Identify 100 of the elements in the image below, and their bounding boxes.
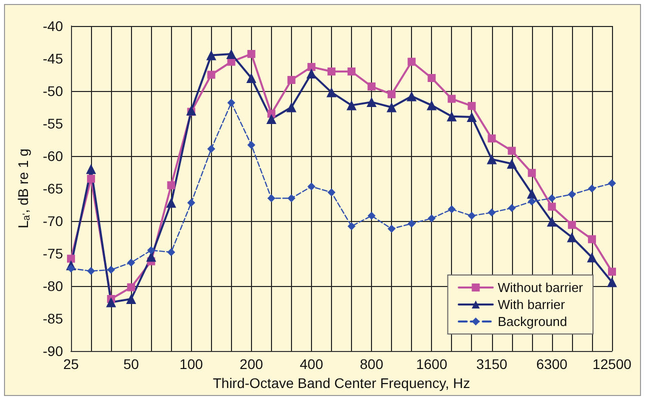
point bbox=[486, 154, 497, 164]
y-axis-title: La', dB re 1 g bbox=[14, 148, 32, 228]
point bbox=[548, 194, 556, 202]
point bbox=[428, 214, 436, 222]
point bbox=[327, 188, 336, 196]
point bbox=[506, 158, 517, 169]
point bbox=[207, 70, 216, 79]
point bbox=[146, 252, 156, 262]
point bbox=[348, 222, 356, 230]
point bbox=[126, 294, 136, 304]
point bbox=[508, 146, 516, 155]
point bbox=[267, 194, 276, 202]
x-tick-label: 25 bbox=[63, 356, 79, 372]
x-tick-label: 12500 bbox=[592, 356, 632, 372]
point bbox=[327, 68, 336, 76]
point bbox=[448, 94, 456, 103]
point bbox=[106, 297, 116, 308]
point bbox=[607, 277, 617, 288]
point bbox=[468, 212, 476, 220]
x-tick-label: 50 bbox=[123, 356, 140, 372]
x-tick-label: 3150 bbox=[476, 356, 508, 372]
y-tick-label: -55 bbox=[42, 116, 64, 132]
point bbox=[446, 111, 457, 122]
point bbox=[526, 188, 537, 199]
point bbox=[286, 102, 296, 112]
point bbox=[86, 164, 96, 174]
point bbox=[508, 204, 516, 212]
point bbox=[287, 194, 296, 202]
point bbox=[87, 267, 96, 276]
x-tick-label: 6300 bbox=[536, 356, 568, 372]
point bbox=[586, 252, 597, 262]
point bbox=[366, 97, 377, 108]
x-tick-label: 1600 bbox=[416, 356, 448, 372]
point bbox=[346, 100, 357, 110]
point bbox=[528, 168, 536, 177]
point bbox=[287, 76, 296, 84]
point bbox=[568, 190, 576, 198]
point bbox=[546, 216, 557, 227]
point bbox=[408, 220, 416, 228]
point bbox=[87, 174, 96, 183]
point bbox=[306, 68, 316, 78]
point bbox=[468, 102, 476, 110]
point bbox=[428, 74, 436, 82]
legend-label: With barrier bbox=[498, 297, 566, 312]
point bbox=[167, 248, 176, 256]
point bbox=[608, 268, 616, 276]
point bbox=[588, 235, 596, 244]
y-tick-label: -70 bbox=[42, 213, 64, 229]
point bbox=[67, 254, 75, 263]
point bbox=[426, 100, 437, 110]
point bbox=[166, 198, 176, 208]
point bbox=[326, 87, 336, 98]
point bbox=[348, 68, 356, 76]
point bbox=[408, 58, 416, 66]
x-tick-label: 100 bbox=[180, 356, 204, 372]
y-tick-label: -80 bbox=[42, 278, 64, 294]
point bbox=[368, 82, 376, 90]
x-axis-title: Third-Octave Band Center Frequency, Hz bbox=[212, 374, 470, 391]
point bbox=[466, 112, 477, 122]
y-tick-label: -90 bbox=[42, 343, 64, 359]
point bbox=[588, 184, 596, 192]
point bbox=[107, 266, 116, 274]
x-tick-label: 400 bbox=[300, 356, 324, 372]
point bbox=[388, 90, 396, 98]
point bbox=[246, 73, 256, 83]
point bbox=[307, 62, 316, 71]
point bbox=[227, 98, 236, 107]
point bbox=[207, 144, 216, 153]
point bbox=[568, 220, 576, 229]
point bbox=[386, 102, 397, 112]
legend-label: Without barrier bbox=[498, 280, 584, 295]
y-tick-label: -65 bbox=[42, 180, 64, 196]
x-tick-label: 800 bbox=[360, 356, 384, 372]
y-tick-label: -75 bbox=[42, 246, 64, 262]
legend-label: Background bbox=[498, 314, 568, 329]
point bbox=[206, 50, 216, 60]
point bbox=[488, 208, 496, 217]
point bbox=[67, 264, 75, 272]
x-tick-label: 200 bbox=[240, 356, 264, 372]
point bbox=[406, 91, 417, 102]
point bbox=[548, 202, 556, 211]
y-tick-label: -40 bbox=[42, 18, 64, 34]
point bbox=[187, 198, 196, 207]
y-tick-label: -85 bbox=[42, 310, 64, 326]
y-tick-label: -50 bbox=[42, 83, 64, 99]
point bbox=[307, 182, 316, 191]
point bbox=[528, 198, 536, 206]
point bbox=[127, 258, 136, 267]
point bbox=[388, 224, 396, 233]
point bbox=[247, 50, 256, 58]
point bbox=[566, 232, 577, 242]
point bbox=[226, 48, 236, 59]
point bbox=[167, 181, 176, 190]
point bbox=[127, 283, 136, 292]
point bbox=[448, 205, 456, 214]
point bbox=[368, 212, 376, 220]
point bbox=[247, 140, 256, 149]
point bbox=[608, 179, 616, 188]
point bbox=[266, 114, 276, 124]
y-tick-label: -60 bbox=[42, 148, 64, 164]
